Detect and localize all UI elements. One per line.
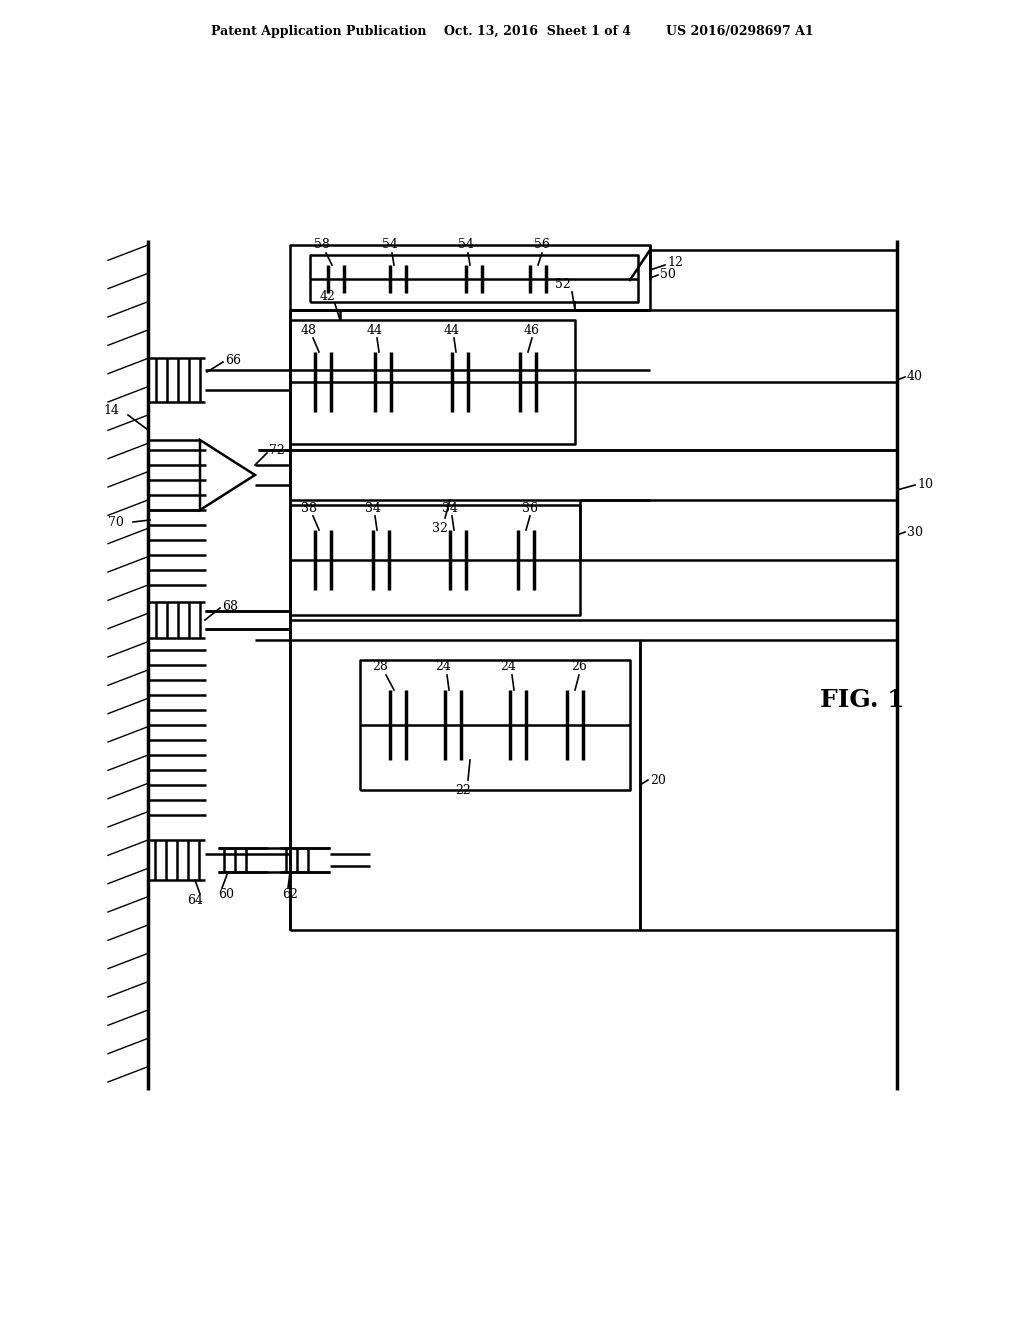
Text: 64: 64 [187, 894, 203, 907]
Text: 56: 56 [534, 239, 550, 252]
Text: 52: 52 [555, 279, 570, 292]
Text: 26: 26 [571, 660, 587, 673]
Text: 40: 40 [907, 371, 923, 384]
Text: 34: 34 [365, 502, 381, 515]
Text: 68: 68 [222, 599, 238, 612]
Text: 62: 62 [282, 888, 298, 902]
Text: 54: 54 [382, 239, 398, 252]
Text: FIG. 1: FIG. 1 [820, 688, 904, 711]
Text: 44: 44 [444, 323, 460, 337]
Text: 66: 66 [225, 354, 241, 367]
Text: 70: 70 [108, 516, 124, 528]
Text: 14: 14 [103, 404, 119, 417]
Text: 48: 48 [301, 323, 317, 337]
Text: 24: 24 [500, 660, 516, 673]
Text: 12: 12 [667, 256, 683, 269]
Text: 46: 46 [524, 323, 540, 337]
Text: 22: 22 [455, 784, 471, 796]
Text: 44: 44 [367, 323, 383, 337]
Text: 34: 34 [442, 502, 458, 515]
Text: 28: 28 [372, 660, 388, 673]
Text: 10: 10 [918, 479, 933, 491]
Text: 36: 36 [522, 502, 538, 515]
Text: 38: 38 [301, 502, 317, 515]
Text: 24: 24 [435, 660, 451, 673]
Text: 72: 72 [269, 445, 285, 458]
Text: Patent Application Publication    Oct. 13, 2016  Sheet 1 of 4        US 2016/029: Patent Application Publication Oct. 13, … [211, 25, 813, 38]
Text: 42: 42 [319, 289, 336, 302]
Text: 30: 30 [907, 525, 923, 539]
Text: 32: 32 [432, 521, 447, 535]
Text: 50: 50 [660, 268, 676, 281]
Text: 60: 60 [218, 888, 234, 902]
Text: 58: 58 [314, 239, 330, 252]
Text: 54: 54 [458, 239, 474, 252]
Text: 20: 20 [650, 774, 666, 787]
